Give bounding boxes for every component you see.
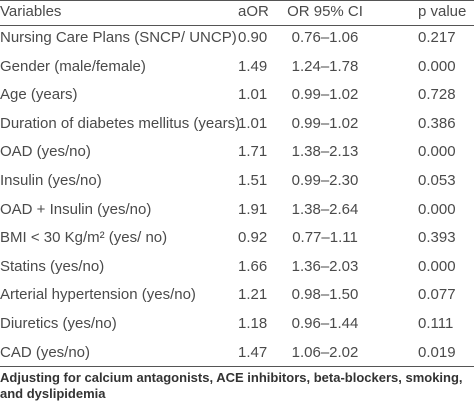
data-row-cell: 0.728: [418, 86, 456, 104]
data-row: Statins (yes/no) 1.66 1.36–2.03 0.000: [0, 253, 474, 281]
data-row-cell: 1.36–2.03: [291, 257, 359, 275]
data-row-cell: 0.077: [418, 286, 456, 304]
data-row-cell: OAD (yes/no): [0, 143, 91, 161]
data-row: Arterial hypertension (yes/no) 1.21 0.98–1…: [0, 281, 474, 309]
data-row-cell: 1.47: [238, 343, 268, 361]
data-row-cell: 1.06–2.02: [291, 343, 359, 361]
data-row-cell: BMI < 30 Kg/m² (yes/ no): [0, 229, 168, 247]
data-row: OAD + Insulin (yes/no) 1.91 1.38–2.64 0.000: [0, 196, 474, 224]
data-row-cell: 0.386: [418, 114, 456, 132]
data-row: Insulin (yes/no) 1.51 0.99–2.30 0.053: [0, 167, 474, 195]
data-row-cell: Statins (yes/no): [0, 257, 105, 275]
data-row-cell: 0.000: [418, 257, 456, 275]
data-row-cell: Age (years): [0, 86, 78, 104]
data-row-cell: Nursing Care Plans (SNCP/ UNCP): [0, 29, 237, 46]
bottom-rule: [0, 366, 474, 367]
data-row-cell: 0.98–1.50: [291, 286, 359, 304]
data-row-cell: 1.49: [238, 57, 268, 75]
header-rule: [0, 25, 474, 26]
data-row-cell: 1.18: [238, 315, 268, 332]
header-row-cell: aOR: [238, 3, 269, 20]
data-row-cell: Gender (male/female): [0, 57, 146, 75]
data-row-cell: 0.99–1.02: [291, 86, 359, 104]
data-row-cell: 0.76–1.06: [291, 29, 359, 46]
data-row-cell: Insulin (yes/no): [0, 172, 102, 189]
data-row-cell: CAD (yes/no): [0, 343, 91, 361]
data-row: Diuretics (yes/no) 1.18 0.96–1.44 0.111: [0, 310, 474, 338]
data-row-cell: 0.019: [418, 343, 456, 361]
data-row-cell: Diuretics (yes/no): [0, 315, 117, 332]
data-row-cell: 1.01: [238, 86, 268, 104]
data-row-cell: 1.24–1.78: [291, 57, 359, 75]
data-row-cell: 0.92: [238, 229, 268, 247]
data-row-cell: OAD + Insulin (yes/no): [0, 200, 152, 218]
data-row-cell: 1.71: [238, 143, 268, 161]
data-row-cell: 1.66: [238, 257, 268, 275]
data-row-cell: 0.90: [238, 29, 268, 46]
data-row-cell: 1.01: [238, 114, 268, 132]
footnote: Adjusting for calcium antagonists, ACE i…: [0, 370, 463, 401]
data-row-cell: 0.99–1.02: [291, 114, 359, 132]
data-row-cell: 0.053: [418, 172, 456, 189]
top-rule: [0, 0, 474, 1]
data-row-cell: 0.000: [418, 200, 456, 218]
data-row-cell: 0.217: [418, 29, 456, 46]
header-row-cell: OR 95% CI: [287, 3, 363, 20]
data-row-cell: 0.77–1.11: [292, 229, 358, 247]
data-row-cell: Arterial hypertension (yes/no): [0, 286, 196, 304]
data-row-cell: 0.393: [418, 229, 456, 247]
data-row-cell: 1.21: [238, 286, 268, 304]
data-row-cell: 0.000: [418, 57, 456, 75]
data-row-cell: Duration of diabetes mellitus (years): [0, 114, 241, 132]
data-row: Duration of diabetes mellitus (years) 1.0…: [0, 110, 474, 138]
data-row-cell: 1.38–2.64: [291, 200, 359, 218]
header-row: Variables aOR OR 95% CI p value: [0, 0, 474, 26]
data-row: OAD (yes/no) 1.71 1.38–2.13 0.000: [0, 138, 474, 166]
header-row-cell: p value: [418, 3, 467, 20]
data-row-cell: 1.51: [238, 172, 268, 189]
data-row-cell: 1.38–2.13: [291, 143, 359, 161]
data-row-cell: 0.96–1.44: [291, 315, 359, 332]
data-row-cell: 0.000: [418, 143, 456, 161]
data-row-cell: 0.99–2.30: [291, 172, 359, 189]
data-row: Gender (male/female) 1.49 1.24–1.78 0.000: [0, 53, 474, 81]
data-row-cell: 1.91: [238, 200, 268, 218]
data-row: Nursing Care Plans (SNCP/ UNCP) 0.90 0.76–…: [0, 24, 474, 52]
data-row: Age (years) 1.01 0.99–1.02 0.728: [0, 81, 474, 109]
data-row: BMI < 30 Kg/m² (yes/ no) 0.92 0.77–1.11 0.3…: [0, 224, 474, 252]
data-row-cell: 0.111: [418, 315, 454, 332]
data-row: CAD (yes/no) 1.47 1.06–2.02 0.019: [0, 339, 474, 367]
header-row-cell: Variables: [0, 3, 62, 20]
